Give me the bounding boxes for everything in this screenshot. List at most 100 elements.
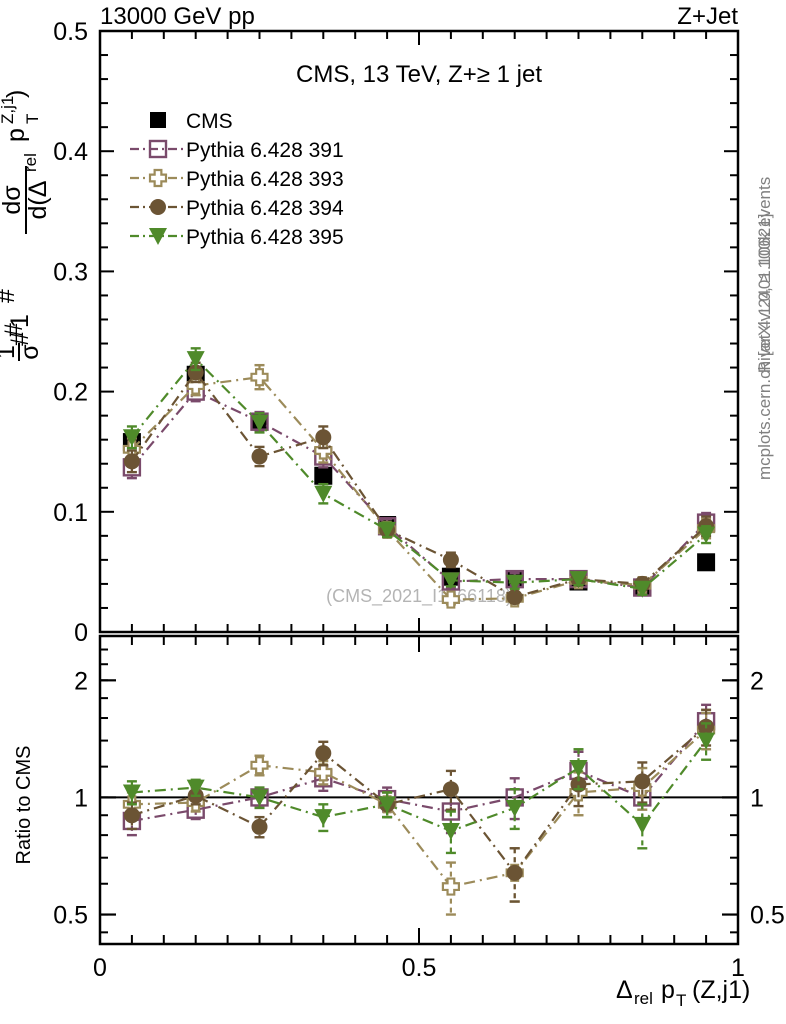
marker-circle xyxy=(442,551,459,568)
marker-circle xyxy=(442,781,459,798)
marker-circle xyxy=(251,448,268,465)
marker-triangle xyxy=(505,799,524,817)
ratio-yaxis-label: Ratio to CMS xyxy=(13,746,35,865)
header-process-label: Z+Jet xyxy=(677,3,738,30)
svg-text:dσ: dσ xyxy=(0,185,26,215)
yaxis-dsigma-frac: dσ d(Δ xyxy=(0,166,52,234)
main-ytick-label: 0.1 xyxy=(53,499,88,527)
xaxis-delta: Δ xyxy=(616,976,633,1004)
marker-triangle xyxy=(441,572,460,590)
marker-cross xyxy=(441,590,460,609)
yaxis-pt: p xyxy=(2,128,30,142)
marker-triangle xyxy=(314,485,333,503)
marker-cross xyxy=(441,877,460,896)
marker-triangle xyxy=(441,822,460,840)
marker-triangle xyxy=(505,574,524,592)
marker-triangle xyxy=(378,796,397,814)
marker-open-square xyxy=(148,139,168,159)
yaxis-pt-sub: T xyxy=(23,114,42,124)
ratio-ytick-label-right: 1 xyxy=(750,784,764,812)
marker-circle xyxy=(123,453,140,470)
ratio-line-Pythia-6-428-391 xyxy=(131,720,707,823)
marker-circle xyxy=(150,199,166,215)
yaxis-sigma-group: 1 σ xyxy=(0,343,44,361)
marker-triangle xyxy=(149,228,167,245)
marker-triangle xyxy=(697,732,716,750)
marker-cms xyxy=(697,553,716,572)
marker-circle xyxy=(315,745,332,762)
ratio-ytick-label-right: 2 xyxy=(750,667,764,695)
ratio-ytick-label: 0.5 xyxy=(53,902,88,930)
ratio-line-Pythia-6-428-395 xyxy=(131,739,707,833)
marker-triangle xyxy=(569,571,588,589)
legend-label-1: Pythia 6.428 391 xyxy=(186,139,344,162)
ratio-ytick-label-right: 0.5 xyxy=(750,902,785,930)
marker-cross xyxy=(250,756,269,775)
rivet-version-label: Rivet 4.1.0, ≥ 100k events xyxy=(755,177,774,373)
ratio-ytick-label: 2 xyxy=(74,667,88,695)
marker-circle xyxy=(506,589,523,606)
series-line-Pythia-6-428-395 xyxy=(131,357,707,590)
plot-geometry: 00.10.20.30.40.50.5 0.51 12 20 0.5 1CMSPythia… xyxy=(53,18,785,982)
series-line-Pythia-6-428-394 xyxy=(131,370,707,599)
marker-cross xyxy=(148,168,168,188)
xaxis-t-sub: T xyxy=(676,991,686,1010)
series-line-Pythia-6-428-393 xyxy=(131,376,707,601)
yaxis-close-paren: ) xyxy=(2,90,30,98)
main-ytick-label: 0.5 xyxy=(53,18,88,46)
marker-triangle xyxy=(122,784,141,802)
marker-triangle xyxy=(122,429,141,447)
ratio-xtick-label: 1 xyxy=(731,954,745,982)
xaxis-label: Δ rel p T (Z,j1) xyxy=(616,976,750,1010)
marker-triangle xyxy=(186,351,205,369)
marker-circle xyxy=(123,807,140,824)
ratio-xtick-label: 0 xyxy=(93,954,107,982)
main-yaxis-label: #1 # 1 σ # dσ d(Δ rel p xyxy=(0,90,52,361)
marker-triangle xyxy=(186,779,205,797)
xaxis-p: p xyxy=(661,976,675,1004)
marker-triangle xyxy=(378,521,397,539)
marker-triangle xyxy=(697,526,716,544)
legend-label-4: Pythia 6.428 395 xyxy=(186,226,344,249)
marker-cross xyxy=(250,368,269,387)
yaxis-hash-2: # xyxy=(0,289,20,303)
marker-circle xyxy=(187,364,204,381)
xaxis-args: (Z,j1) xyxy=(692,976,750,1004)
mcplots-reference-label: mcplots.cern.ch [arXiv:2401.10621] xyxy=(755,214,774,480)
svg-text:1: 1 xyxy=(0,345,20,359)
marker-cms xyxy=(150,112,166,128)
marker-open-square xyxy=(441,802,461,821)
series-line-Pythia-6-428-391 xyxy=(131,390,707,589)
legend-label-2: Pythia 6.428 393 xyxy=(186,168,344,191)
marker-cms xyxy=(314,466,333,485)
ratio-xtick-label: 0.5 xyxy=(402,954,437,982)
marker-circle xyxy=(315,429,332,446)
marker-triangle xyxy=(250,789,269,807)
ratio-line-Pythia-6-428-393 xyxy=(131,729,707,888)
marker-circle xyxy=(251,818,268,835)
marker-circle xyxy=(506,864,523,881)
yaxis-left-numerator: # xyxy=(0,323,28,337)
main-ytick-label: 0 xyxy=(74,619,88,647)
marker-triangle xyxy=(314,809,333,827)
yaxis-numerator: #1 xyxy=(6,314,34,346)
ratio-ytick-label: 1 xyxy=(74,784,88,812)
ratio-line-Pythia-6-428-394 xyxy=(131,725,707,875)
svg-text:σ: σ xyxy=(16,344,44,360)
main-ytick-label: 0.2 xyxy=(53,379,88,407)
plot-title: CMS, 13 TeV, Z+≥ 1 jet xyxy=(296,61,542,88)
legend-label-0: CMS xyxy=(186,110,233,133)
yaxis-rel-sub: rel xyxy=(21,153,40,172)
marker-triangle xyxy=(633,816,652,834)
legend-label-3: Pythia 6.428 394 xyxy=(186,197,344,220)
marker-triangle xyxy=(569,760,588,778)
marker-circle xyxy=(634,773,651,790)
analysis-watermark: (CMS_2021_I1866118) xyxy=(326,586,512,607)
main-ytick-label: 0.4 xyxy=(53,138,88,166)
xaxis-rel-sub: rel xyxy=(634,989,653,1008)
marker-triangle xyxy=(250,414,269,432)
main-ytick-label: 0.3 xyxy=(53,258,88,286)
svg-text:d(Δ: d(Δ xyxy=(24,181,52,220)
